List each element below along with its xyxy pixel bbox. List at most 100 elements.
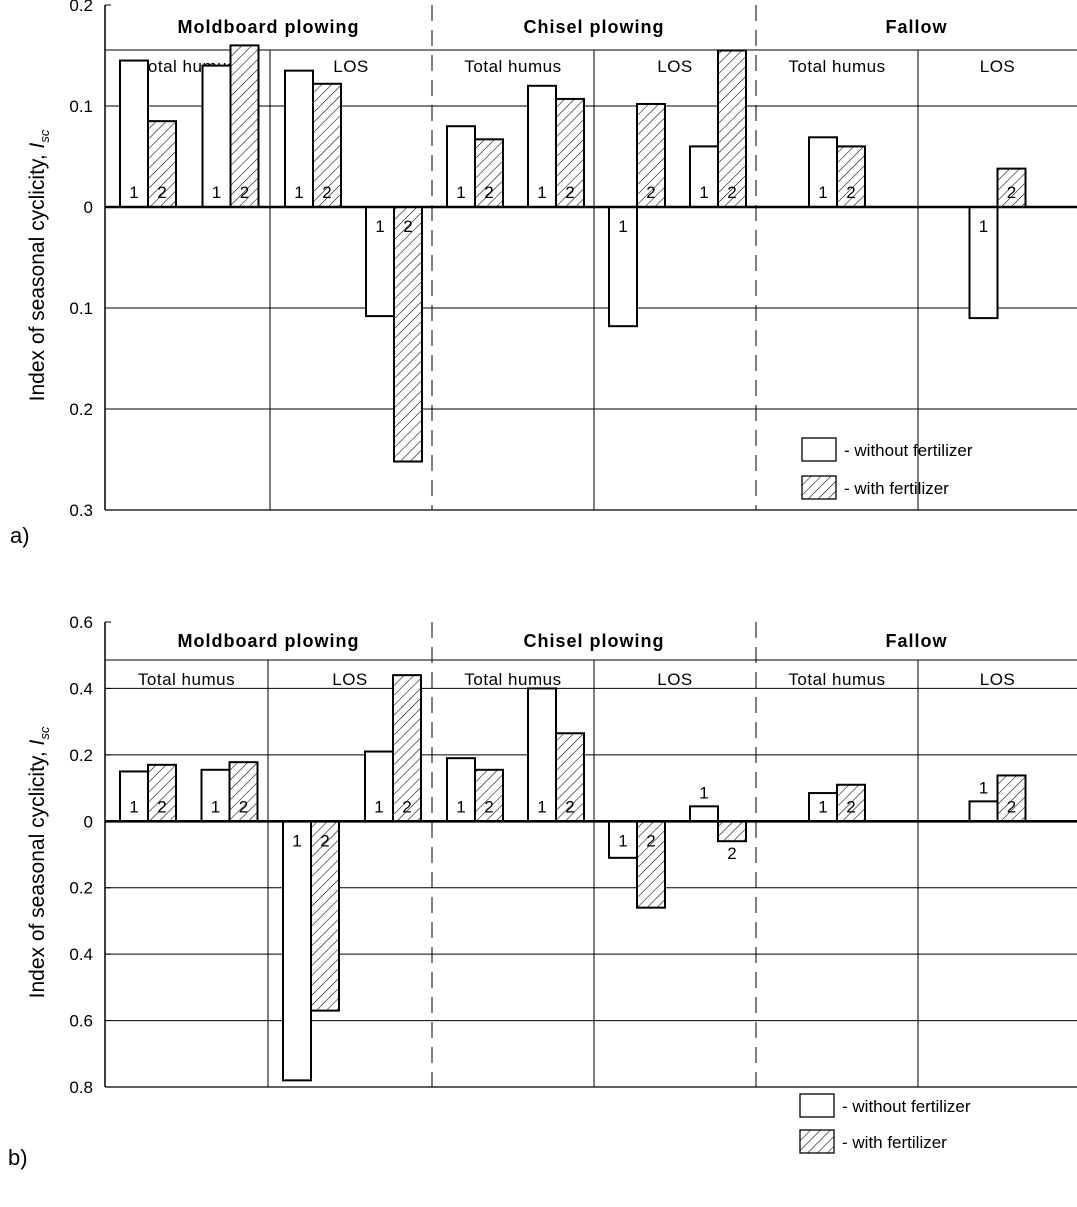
bar-label: 1	[456, 183, 465, 202]
bar-with-fertilizer	[229, 44, 260, 209]
y-tick-label: 0.6	[69, 1012, 93, 1031]
bar-label: 2	[565, 797, 574, 816]
legend-swatch-without-fertilizer	[799, 1093, 835, 1118]
bar-label: 1	[818, 183, 827, 202]
bar-label: 2	[484, 797, 493, 816]
bar-with-fertilizer	[996, 167, 1027, 208]
bar-label: 1	[212, 183, 221, 202]
bar-label: 1	[537, 797, 546, 816]
bar-label: 1	[129, 797, 138, 816]
subgroup-title: LOS	[657, 670, 693, 689]
bar-label: 2	[240, 183, 249, 202]
bar-without-fertilizer	[968, 800, 999, 823]
bar-label: 1	[699, 183, 708, 202]
bar-without-fertilizer	[808, 136, 838, 208]
legend-label: - with fertilizer	[844, 479, 949, 498]
bar-label: 2	[403, 217, 412, 236]
y-tick-label: 0.1	[69, 299, 93, 318]
legend: - without fertilizer - with fertilizer	[799, 1093, 971, 1154]
y-tick-label: 0.2	[69, 879, 93, 898]
group-title: Moldboard plowing	[178, 631, 360, 651]
subgroup-title: Total humus	[138, 670, 235, 689]
bar-without-fertilizer	[608, 206, 638, 328]
bar-label: 2	[1007, 183, 1016, 202]
bar-label: 2	[846, 183, 855, 202]
legend-swatch-with-fertilizer	[801, 475, 837, 500]
bar-label: 1	[375, 217, 384, 236]
bar-label: 1	[818, 797, 827, 816]
bar-with-fertilizer	[393, 206, 423, 463]
y-axis-label-text: Index of seasonal cyclicity,	[26, 148, 49, 401]
bar-with-fertilizer	[312, 82, 342, 208]
y-tick-label: 0.6	[69, 613, 93, 632]
y-axis-label-text: Index of seasonal cyclicity,	[26, 745, 49, 998]
bar-label: 2	[846, 797, 855, 816]
legend: - without fertilizer - with fertilizer	[801, 437, 973, 500]
y-tick-label: 0.3	[69, 501, 93, 520]
bar-label: 2	[239, 797, 248, 816]
bar-label: 2	[157, 183, 166, 202]
panel-label: b)	[8, 1145, 28, 1170]
y-tick-label: 0.8	[69, 1078, 93, 1097]
group-title: Fallow	[885, 631, 947, 651]
bar-with-fertilizer	[474, 138, 504, 208]
group-title: Chisel plowing	[523, 631, 664, 651]
y-axis-label: Index of seasonal cyclicity, Isc	[26, 726, 52, 998]
bar-with-fertilizer	[228, 761, 259, 823]
bar-label: 2	[565, 183, 574, 202]
subgroup-title: Total humus	[788, 670, 885, 689]
bar-label: 2	[1007, 797, 1016, 816]
chart-panel-b: 0.6 0.4 0.2 0 0.2 0.4 0.6 0.8 Moldboard plowing T…	[8, 613, 1077, 1170]
bar-label: 1	[979, 778, 988, 797]
bar-with-fertilizer	[147, 120, 177, 208]
chart-panel-a: 0.2 0.1 0 0.1 0.2 0.3 Moldboard plowing Total h…	[10, 0, 1077, 548]
bar-with-fertilizer	[636, 820, 666, 909]
bar-label: 1	[618, 217, 627, 236]
bar-label: 2	[320, 831, 329, 850]
bar-label: 2	[727, 183, 736, 202]
bar-with-fertilizer	[147, 763, 177, 823]
legend-swatch-with-fertilizer	[799, 1129, 835, 1154]
group-title: Chisel plowing	[523, 17, 664, 37]
subgroup-title: LOS	[980, 57, 1016, 76]
y-tick-label: 0	[84, 812, 93, 831]
y-axis-label-subscript: sc	[37, 726, 52, 740]
y-tick-label: 0.2	[69, 0, 93, 15]
bar-label: 2	[484, 183, 493, 202]
bar-label: 1	[129, 183, 138, 202]
group-title: Moldboard plowing	[178, 17, 360, 37]
bar-label: 1	[456, 797, 465, 816]
legend-label: - with fertilizer	[842, 1133, 947, 1152]
bar-without-fertilizer	[689, 805, 719, 823]
subgroup-title: Total humus	[788, 57, 885, 76]
panel-label: a)	[10, 523, 30, 548]
bar-label: 1	[294, 183, 303, 202]
bar-with-fertilizer	[555, 732, 585, 823]
bar-label: 2	[646, 831, 655, 850]
group-title: Fallow	[885, 17, 947, 37]
y-tick-label: 0.2	[69, 746, 93, 765]
bar-without-fertilizer	[446, 125, 476, 208]
subgroup-title: Total humus	[464, 57, 561, 76]
y-tick-label: 0.2	[69, 400, 93, 419]
y-tick-label: 0	[84, 198, 93, 217]
bar-label: 1	[292, 831, 301, 850]
bar-label: 1	[537, 183, 546, 202]
y-axis-label-symbol: I	[26, 142, 49, 148]
subgroup-title: LOS	[332, 670, 368, 689]
legend-swatch-without-fertilizer	[801, 437, 837, 462]
bar-label: 2	[157, 797, 166, 816]
bar-label: 2	[646, 183, 655, 202]
bar-with-fertilizer	[836, 145, 866, 208]
bar-label: 2	[402, 797, 411, 816]
y-tick-label: 0.4	[69, 945, 93, 964]
y-tick-label: 0.4	[69, 679, 93, 698]
legend-label: - without fertilizer	[844, 441, 973, 460]
legend-label: - without fertilizer	[842, 1097, 971, 1116]
y-axis-label-subscript: sc	[37, 129, 52, 143]
bar-label: 1	[211, 797, 220, 816]
subgroup-title: LOS	[333, 57, 369, 76]
bar-label: 1	[618, 831, 627, 850]
subgroup-title: LOS	[657, 57, 693, 76]
